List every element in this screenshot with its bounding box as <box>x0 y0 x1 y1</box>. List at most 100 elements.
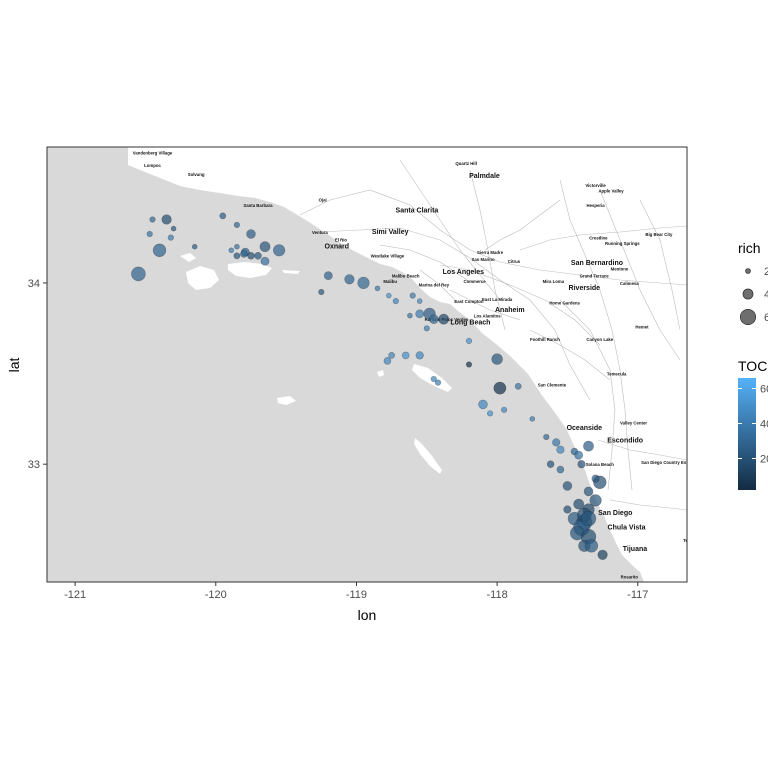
data-point <box>583 486 594 497</box>
place-label: Valley Center <box>620 420 647 425</box>
place-label: Oceanside <box>567 425 603 432</box>
road-12 <box>529 329 611 381</box>
data-point <box>583 440 594 452</box>
size-legend-title: rich <box>738 240 761 256</box>
data-point <box>487 410 494 417</box>
x-tick-label: -120 <box>205 589 227 601</box>
place-label: Tecate <box>683 538 697 543</box>
place-label: Long Beach <box>450 320 490 327</box>
island-santa-cruz <box>228 262 272 278</box>
place-label: Hesperia <box>586 203 605 208</box>
road-15 <box>419 269 456 301</box>
road-4 <box>559 179 633 491</box>
data-point <box>260 256 270 266</box>
place-label: Vandenberg Village <box>133 150 173 155</box>
place-label: Big Bear City <box>645 232 673 237</box>
place-label: Hemet <box>635 324 649 329</box>
data-point <box>152 243 167 258</box>
data-points <box>131 212 608 560</box>
data-point <box>415 351 424 360</box>
place-label: Oxnard <box>325 244 350 251</box>
data-point <box>563 505 572 514</box>
place-label: Westlake Village <box>371 254 405 259</box>
y-tick-label: 33 <box>28 459 40 471</box>
place-label: Quartz Hill <box>455 161 477 166</box>
place-label: Anaheim <box>495 307 525 314</box>
place-label: Chula Vista <box>608 524 646 531</box>
size-legend-key <box>745 268 751 274</box>
data-point <box>323 271 333 281</box>
place-label: East Compton <box>454 299 483 304</box>
place-label: Tijuana <box>623 546 647 553</box>
data-point <box>593 475 607 489</box>
place-label: San Clemente <box>538 382 567 387</box>
color-legend: TOC 20 40 60 <box>738 358 768 490</box>
place-label: Marina del Rey <box>419 283 450 288</box>
road-9 <box>559 299 616 491</box>
data-point <box>491 353 503 365</box>
data-point <box>273 244 286 257</box>
data-point <box>246 229 256 239</box>
data-point <box>228 247 235 254</box>
island-san-miguel <box>180 253 196 262</box>
place-label: Commerce <box>463 279 486 284</box>
island-santa-rosa <box>186 266 219 290</box>
land-mainland <box>128 147 687 582</box>
place-label: Foothill Ranch <box>530 337 560 342</box>
color-legend-label: 40 <box>760 419 768 431</box>
data-point <box>529 416 536 422</box>
place-label: Malibu Beach <box>392 274 420 279</box>
road-11 <box>609 499 687 511</box>
size-legend-label: 60 <box>764 312 768 324</box>
data-point <box>234 243 240 250</box>
place-label: Palmdale <box>469 173 500 180</box>
data-point <box>259 241 271 253</box>
data-point <box>167 234 174 241</box>
data-point <box>254 252 262 260</box>
data-point <box>546 460 555 469</box>
size-legend-label: 40 <box>764 289 768 301</box>
x-axis: -121 -120 -119 -118 -117 <box>64 582 648 601</box>
island-santa-barbara <box>377 370 384 377</box>
data-point <box>438 313 450 325</box>
place-label: Crestline <box>589 235 608 240</box>
x-tick-label: -119 <box>346 589 367 601</box>
place-label: El Rio <box>335 237 348 242</box>
place-label: Mentone <box>611 266 629 271</box>
data-point <box>589 494 602 507</box>
place-label: Santa Barbara <box>243 203 273 208</box>
data-point <box>423 325 430 332</box>
data-point <box>392 298 399 305</box>
data-point <box>428 314 439 325</box>
data-point <box>170 225 177 232</box>
data-point <box>493 381 507 395</box>
place-label: East La Mirada <box>482 297 513 302</box>
place-label: Grand Terrace <box>580 274 610 279</box>
place-label: Canyon Lake <box>586 337 613 342</box>
data-point <box>357 276 370 290</box>
road-14 <box>639 199 681 331</box>
place-label: Apple Valley <box>598 188 624 193</box>
data-point <box>543 433 550 441</box>
data-point <box>562 481 573 491</box>
data-point <box>552 438 561 447</box>
data-point <box>556 445 565 454</box>
place-label: Santa Clarita <box>396 207 439 214</box>
data-point <box>161 214 172 225</box>
road-8 <box>519 225 687 251</box>
data-point <box>149 216 156 223</box>
data-point <box>383 357 392 365</box>
place-label: Solvang <box>188 172 205 177</box>
place-label: Simi Valley <box>372 229 409 236</box>
island-anacapa <box>282 270 300 274</box>
place-label: Los Angeles <box>443 269 484 276</box>
data-point <box>131 266 146 282</box>
data-point <box>573 498 585 510</box>
x-tick-label: -118 <box>487 589 508 601</box>
road-1 <box>319 227 591 401</box>
data-point <box>219 212 227 220</box>
road-0 <box>299 189 687 286</box>
place-label: San Diego <box>598 510 632 517</box>
place-label: Escondido <box>607 437 643 444</box>
